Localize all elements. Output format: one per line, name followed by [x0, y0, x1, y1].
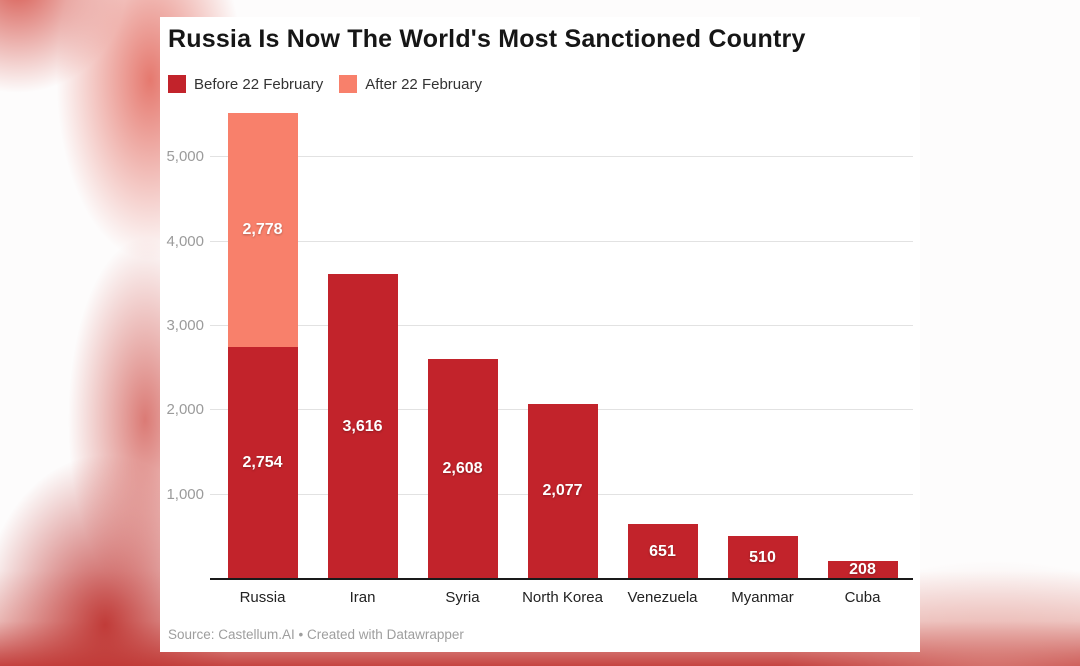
bar-value-label: 208	[849, 561, 876, 579]
chart-card: Russia Is Now The World's Most Sanctione…	[160, 17, 920, 652]
x-category-label-venezuela: Venezuela	[627, 589, 698, 606]
bar-segment-russia-after	[227, 112, 298, 347]
x-category-label-cuba: Cuba	[844, 589, 881, 606]
bar-value-label: 2,778	[242, 220, 283, 238]
x-category-label-iran: Iran	[349, 589, 376, 606]
legend-swatch-before	[168, 75, 186, 93]
bar-segment-syria-before	[427, 359, 498, 579]
gridline-3000	[210, 325, 913, 327]
x-category-label-syria: Syria	[445, 589, 480, 606]
y-tick-label-4000: 4,000	[166, 232, 204, 250]
legend-label-after: After 22 February	[365, 75, 482, 93]
chart-title: Russia Is Now The World's Most Sanctione…	[168, 25, 806, 53]
legend: Before 22 February After 22 February	[168, 75, 482, 93]
source-note: Source: Castellum.AI • Created with Data…	[168, 627, 464, 642]
x-axis-baseline	[210, 578, 913, 580]
legend-item-after: After 22 February	[339, 75, 482, 93]
legend-label-before: Before 22 February	[194, 75, 324, 93]
bar-value-label: 510	[749, 548, 776, 566]
gridline-4000	[210, 240, 913, 242]
plot-area: 1,000 2,000 3,000 4,000 5,000 2,754 2,778 Russi…	[160, 112, 920, 606]
y-tick-label-5000: 5,000	[166, 148, 204, 166]
y-tick-label-3000: 3,000	[166, 317, 204, 335]
bar-segment-cuba-before	[827, 561, 898, 579]
legend-item-before: Before 22 February	[168, 75, 323, 93]
y-tick-label-1000: 1,000	[166, 485, 204, 503]
bar-segment-russia-before	[227, 346, 298, 579]
bar-segment-iran-before	[327, 274, 398, 579]
gridline-5000	[210, 156, 913, 158]
x-category-label-myanmar: Myanmar	[731, 589, 794, 606]
x-category-label-north-korea: North Korea	[522, 589, 603, 606]
bar-value-label: 651	[649, 542, 676, 560]
bar-value-label: 3,616	[342, 417, 383, 435]
legend-swatch-after	[339, 75, 358, 93]
bar-value-label: 2,608	[442, 460, 483, 478]
bar-segment-north-korea-before	[527, 403, 598, 579]
bar-value-label: 2,077	[542, 482, 583, 500]
bar-value-label: 2,754	[242, 453, 283, 471]
bar-segment-venezuela-before	[627, 524, 698, 579]
x-category-label-russia: Russia	[239, 589, 286, 606]
y-tick-label-2000: 2,000	[166, 401, 204, 419]
bar-segment-myanmar-before	[727, 536, 798, 579]
